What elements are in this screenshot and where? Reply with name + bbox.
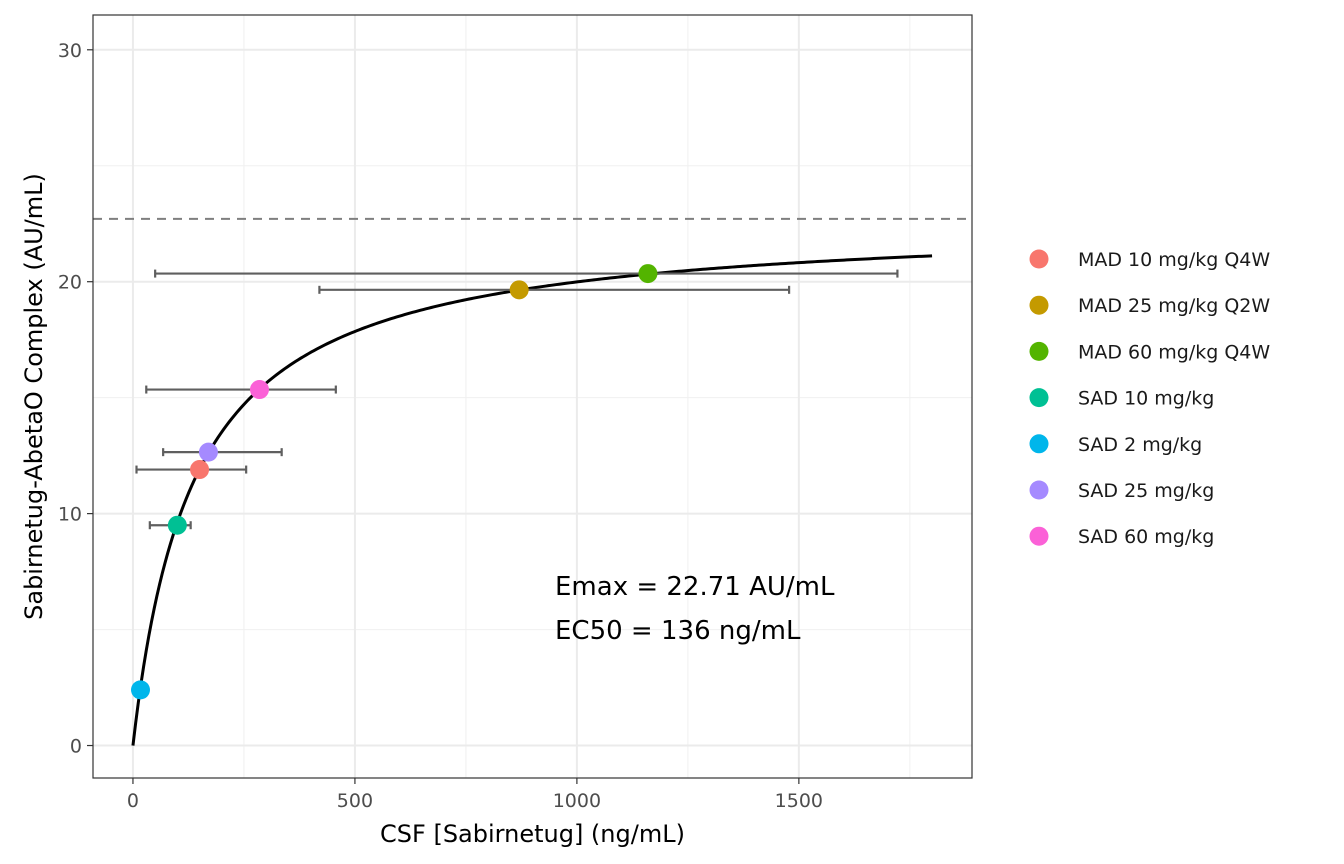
legend-label: SAD 25 mg/kg <box>1078 480 1214 502</box>
annotation-ec50: EC50 = 136 ng/mL <box>555 616 801 646</box>
legend-label: SAD 60 mg/kg <box>1078 526 1214 548</box>
legend-key <box>1029 249 1049 269</box>
y-tick-label: 30 <box>58 40 82 62</box>
legend-key <box>1029 341 1049 361</box>
data-point <box>249 380 269 400</box>
y-tick-label: 0 <box>70 736 82 758</box>
x-tick-label: 1500 <box>775 790 823 812</box>
legend-label: SAD 10 mg/kg <box>1078 388 1214 410</box>
y-tick-label: 20 <box>58 272 82 294</box>
legend-label: MAD 25 mg/kg Q2W <box>1078 295 1270 317</box>
grid-major <box>93 15 972 778</box>
legend: MAD 10 mg/kg Q4W MAD 25 mg/kg Q2W MAD 60 m… <box>1029 249 1270 548</box>
legend-key <box>1029 480 1049 500</box>
data-point <box>509 280 529 300</box>
y-axis-title: Sabirnetug-AbetaO Complex (AU/mL) <box>20 173 48 620</box>
y-tick-label: 10 <box>58 504 82 526</box>
x-tick-label: 0 <box>127 790 139 812</box>
legend-key <box>1029 388 1049 408</box>
data-point <box>131 680 151 700</box>
legend-key <box>1029 526 1049 546</box>
x-axis-title: CSF [Sabirnetug] (ng/mL) <box>380 820 685 848</box>
legend-key <box>1029 434 1049 454</box>
tick-labels: 0 500 1000 1500 0 10 20 30 <box>58 40 823 812</box>
data-point <box>167 515 187 535</box>
x-tick-label: 1000 <box>553 790 601 812</box>
point-layer <box>131 264 658 700</box>
grid-minor <box>93 15 972 778</box>
errorbar-layer <box>135 269 899 530</box>
legend-key <box>1029 295 1049 315</box>
data-point <box>638 264 658 284</box>
legend-label: MAD 60 mg/kg Q4W <box>1078 341 1270 363</box>
axis-ticks <box>87 49 800 784</box>
annotation-emax: Emax = 22.71 AU/mL <box>555 572 835 602</box>
x-tick-label: 500 <box>337 790 373 812</box>
data-point <box>190 460 210 480</box>
data-point <box>198 442 218 462</box>
panel-border <box>92 14 973 779</box>
legend-label: MAD 10 mg/kg Q4W <box>1078 249 1270 271</box>
legend-label: SAD 2 mg/kg <box>1078 434 1202 456</box>
